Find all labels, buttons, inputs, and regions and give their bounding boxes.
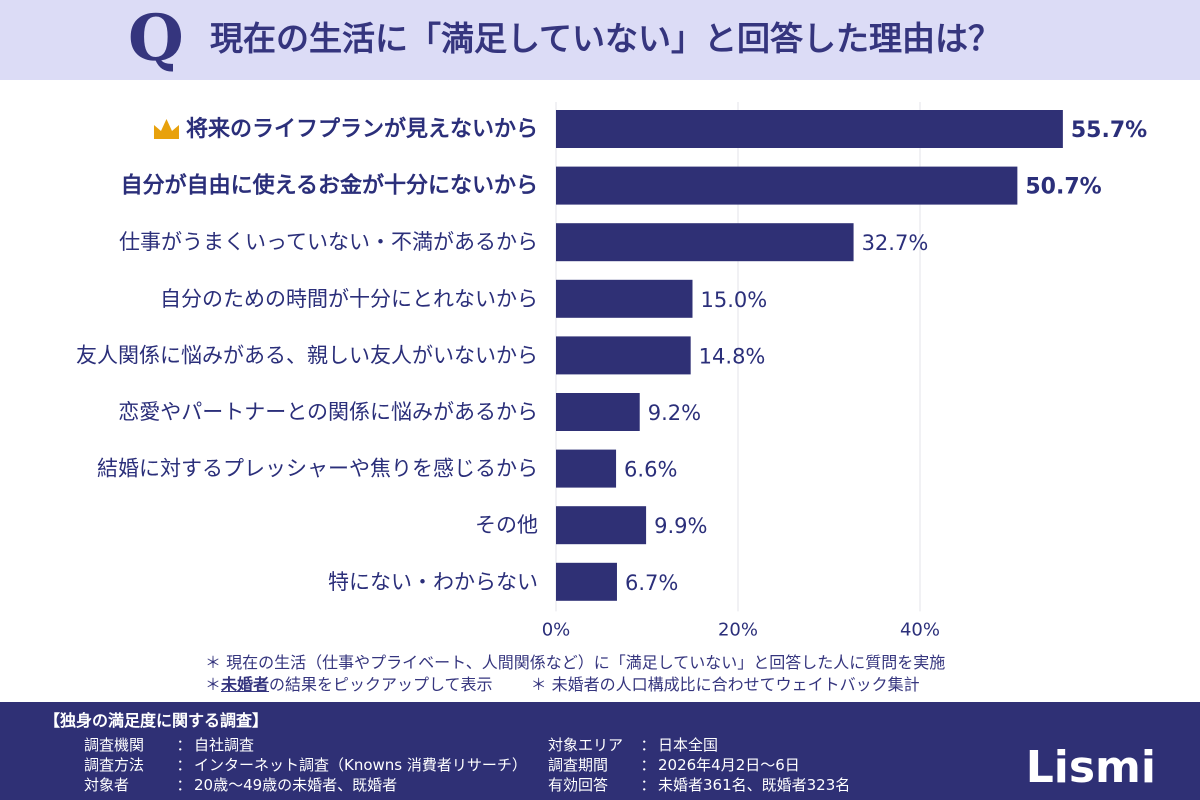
bar-chart: 0% 20% 40% 将来のライフプランが見えないから 55.7% 自分が自由に使えるお金… <box>76 102 1147 640</box>
category-label: 恋愛やパートナーとの関係に悩みがあるから <box>118 400 538 424</box>
value-label: 6.6% <box>624 458 677 482</box>
bar <box>556 562 617 601</box>
note-line-1: ＊ 現在の生活（仕事やプライベート、人間関係など）に「満足していない」と回答した… <box>205 653 946 672</box>
footer-right-row: 対象エリア ：日本全国 <box>548 735 718 755</box>
footer-separator: ： <box>640 736 656 754</box>
footer-left-row: 調査機関 ：自社調査 <box>84 735 254 755</box>
note-line-2-prefix: ＊ <box>205 675 222 694</box>
category-label: 自分のための時間が十分にとれないから <box>160 287 538 311</box>
footer-title: 【独身の満足度に関する調査】 <box>44 711 269 730</box>
notes: ＊ 現在の生活（仕事やプライベート、人間関係など）に「満足していない」と回答した… <box>205 652 945 696</box>
value-label: 6.7% <box>625 571 678 595</box>
category-label: 自分が自由に使えるお金が十分にないから <box>121 173 538 199</box>
x-tick-label: 0% <box>542 619 571 640</box>
footer-survey-info: 【独身の満足度に関する調査】 調査機関：自社調査 調査方法：インターネット調査（… <box>0 702 1200 800</box>
footer-left-row: 対象者 ： 20歳～49歳の未婚者、既婚者 <box>84 775 397 795</box>
bar <box>556 166 1018 205</box>
note-line-2-extra: ＊ 未婚者の人口構成比に合わせてウェイトバック集計 <box>530 675 920 694</box>
footer-right-row: 調査期間 ： 2026年4月2日～6日 <box>548 755 800 775</box>
footer-value: 自社調査 <box>194 736 255 754</box>
category-label: 結婚に対するプレッシャーや焦りを感じるから <box>97 457 538 481</box>
footer-key: 調査期間 <box>548 756 609 774</box>
footer-value: 2026年4月2日～6日 <box>658 756 800 774</box>
note-line-2: ＊ 未婚者の結果をピックアップして表示 ＊ 未婚者の人口構成比に合わせてウェイトバ… <box>205 674 945 696</box>
x-tick-label: 20% <box>718 619 758 640</box>
value-label: 55.7% <box>1071 118 1147 143</box>
value-label: 14.8% <box>699 344 766 368</box>
category-label: 友人関係に悩みがある、親しい友人がいないから <box>76 343 538 367</box>
footer-key: 調査方法 <box>84 756 145 774</box>
lismi-logo: Lismi <box>1025 742 1156 793</box>
footer-separator: ： <box>176 736 192 754</box>
footer-separator: ： <box>176 776 192 794</box>
footer-value: 20歳～49歳の未婚者、既婚者 <box>194 776 398 794</box>
bar <box>556 279 693 318</box>
bar <box>556 449 617 488</box>
value-label: 50.7% <box>1025 175 1101 200</box>
value-label: 15.0% <box>701 288 768 312</box>
category-label: 将来のライフプランが見えないから <box>186 116 538 142</box>
category-label: 特にない・わからない <box>328 570 538 594</box>
bar <box>556 393 640 431</box>
value-label: 9.9% <box>654 514 707 538</box>
footer-value: 日本全国 <box>658 736 719 754</box>
footer-key: 対象者 <box>84 776 130 794</box>
footer-key: 調査機関 <box>84 736 145 754</box>
footer-key: 対象エリア <box>548 736 624 754</box>
footer-separator: ： <box>176 756 192 774</box>
bar <box>556 223 854 262</box>
footer-value: インターネット調査（Knowns 消費者リサーチ） <box>194 756 527 774</box>
bar <box>556 336 691 375</box>
value-label: 32.7% <box>862 231 929 255</box>
category-label: 仕事がうまくいっていない・不満があるから <box>119 230 538 254</box>
note-underlined: 未婚者 <box>221 675 270 694</box>
x-tick-label: 40% <box>900 619 940 640</box>
footer-left-row: 調査方法 ：インターネット調査（Knowns 消費者リサーチ） <box>84 755 527 775</box>
footer-value: 未婚者361名、既婚者323名 <box>658 776 851 794</box>
crown-icon <box>153 119 179 139</box>
footer-separator: ： <box>640 776 656 794</box>
value-label: 9.2% <box>648 401 701 425</box>
bar <box>556 506 647 545</box>
q-mark: Q <box>128 1 184 76</box>
footer-key: 有効回答 <box>548 776 609 794</box>
note-line-2-rest: の結果をピックアップして表示 <box>269 675 493 694</box>
footer-separator: ： <box>640 756 656 774</box>
category-label: その他 <box>475 513 538 537</box>
page-title: 現在の生活に「満足していない」と回答した理由は？ <box>210 19 1002 58</box>
header-band: Q 現在の生活に「満足していない」と回答した理由は？ <box>0 0 1200 80</box>
footer-right-row: 有効回答 ：未婚者361名、既婚者323名 <box>548 775 850 795</box>
bar <box>556 110 1063 148</box>
